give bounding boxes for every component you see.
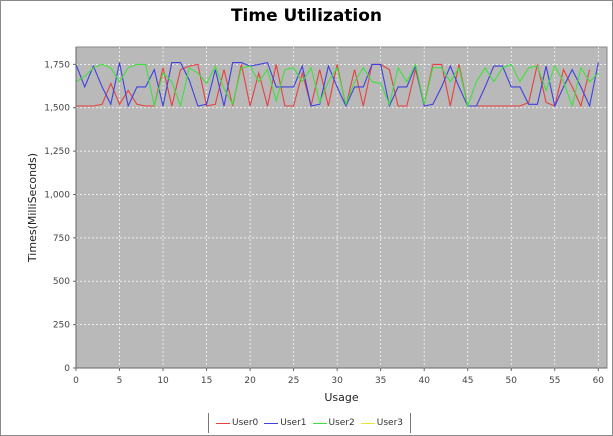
- y-axis-ticks: 0 250 500 750 1,000 1,250 1,500 1,750: [44, 60, 76, 374]
- series-line-user0: [76, 63, 591, 108]
- legend-item-user1: User1: [264, 418, 307, 428]
- legend-label: User0: [232, 418, 259, 428]
- series-line-user2: [75, 62, 599, 108]
- x-tick-label: 25: [288, 376, 299, 386]
- x-axis-ticks: 0 5 10 15 20 25 30 35 40 45 50 55 60: [73, 368, 604, 386]
- x-tick-label: 5: [117, 376, 123, 386]
- legend-label: User2: [328, 418, 355, 428]
- legend-swatch: [360, 422, 375, 424]
- x-axis-label: Usage: [324, 391, 359, 404]
- x-tick-label: 20: [244, 376, 256, 386]
- x-tick-label: 35: [375, 376, 386, 386]
- y-axis-label: Times(MilliSeconds): [26, 153, 39, 263]
- y-tick-label: 1,500: [44, 104, 70, 114]
- series-lines: [75, 61, 599, 108]
- x-tick-label: 60: [593, 376, 605, 386]
- grid-lines: [75, 47, 607, 369]
- y-tick-label: 1,000: [44, 190, 70, 200]
- x-tick-label: 0: [73, 376, 79, 386]
- series-line-user1: [75, 61, 599, 108]
- legend-item-user3: User3: [360, 418, 403, 428]
- legend-item-user0: User0: [216, 418, 258, 428]
- x-tick-label: 15: [201, 376, 212, 386]
- y-tick-label: 500: [53, 277, 70, 287]
- legend-swatch: [216, 422, 230, 424]
- y-tick-label: 1,250: [44, 147, 70, 157]
- x-tick-label: 50: [506, 376, 518, 386]
- x-tick-label: 10: [157, 376, 169, 386]
- legend-swatch: [312, 422, 327, 424]
- chart-title: Time Utilization: [230, 6, 383, 26]
- y-tick-label: 250: [53, 321, 70, 331]
- legend-swatch: [264, 422, 279, 424]
- x-tick-label: 55: [549, 376, 560, 386]
- legend-label: User3: [376, 418, 403, 428]
- chart-legend: User0 User1 User2 User3: [208, 413, 411, 433]
- legend-item-user2: User2: [312, 418, 355, 428]
- x-tick-label: 40: [418, 376, 430, 386]
- y-tick-label: 750: [53, 234, 70, 244]
- x-tick-label: 45: [462, 376, 473, 386]
- y-tick-label: 0: [64, 364, 70, 374]
- x-tick-label: 30: [331, 376, 343, 386]
- legend-label: User1: [280, 418, 307, 428]
- y-tick-label: 1,750: [44, 60, 70, 70]
